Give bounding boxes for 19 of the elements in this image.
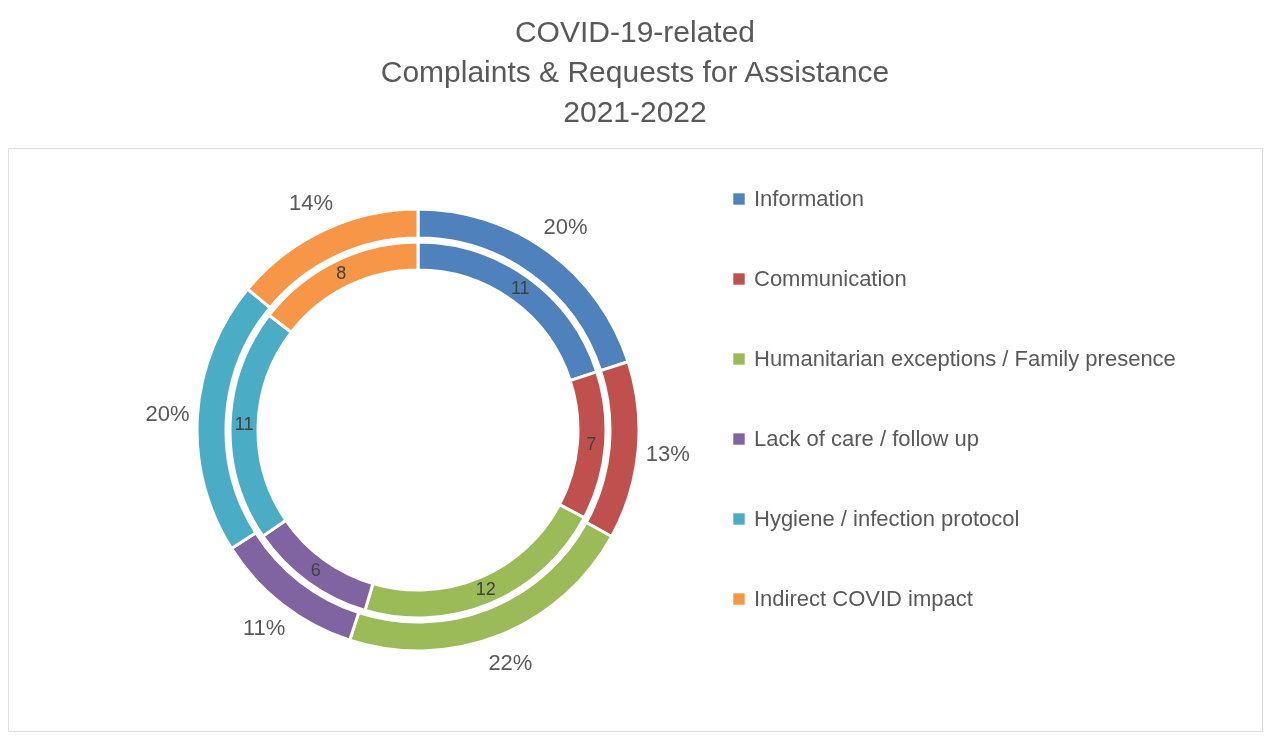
data-label: 8 [336,262,347,283]
legend-label: Indirect COVID impact [754,586,973,611]
data-label: 22% [488,650,533,676]
data-label: 20% [145,401,190,427]
legend-label: Lack of care / follow up [754,426,980,451]
chart-title: COVID-19-related Complaints & Requests for Assistance 2021-2022 [380,15,890,128]
data-label: 12 [475,579,496,600]
data-label: 6 [310,559,321,580]
legend-label: Information [754,186,865,211]
data-label: 7 [586,433,597,454]
legend-label: Communication [754,266,907,291]
legend-label: Hygiene / infection protocol [754,506,1020,531]
data-label: 20% [543,213,588,239]
data-label: 11% [242,615,286,641]
legend-label: Humanitarian exceptions / Family presence [754,346,1176,371]
data-label: 11 [510,278,530,299]
data-label: 14% [289,189,334,215]
data-label: 11 [234,414,254,435]
data-label: 13% [645,440,690,466]
